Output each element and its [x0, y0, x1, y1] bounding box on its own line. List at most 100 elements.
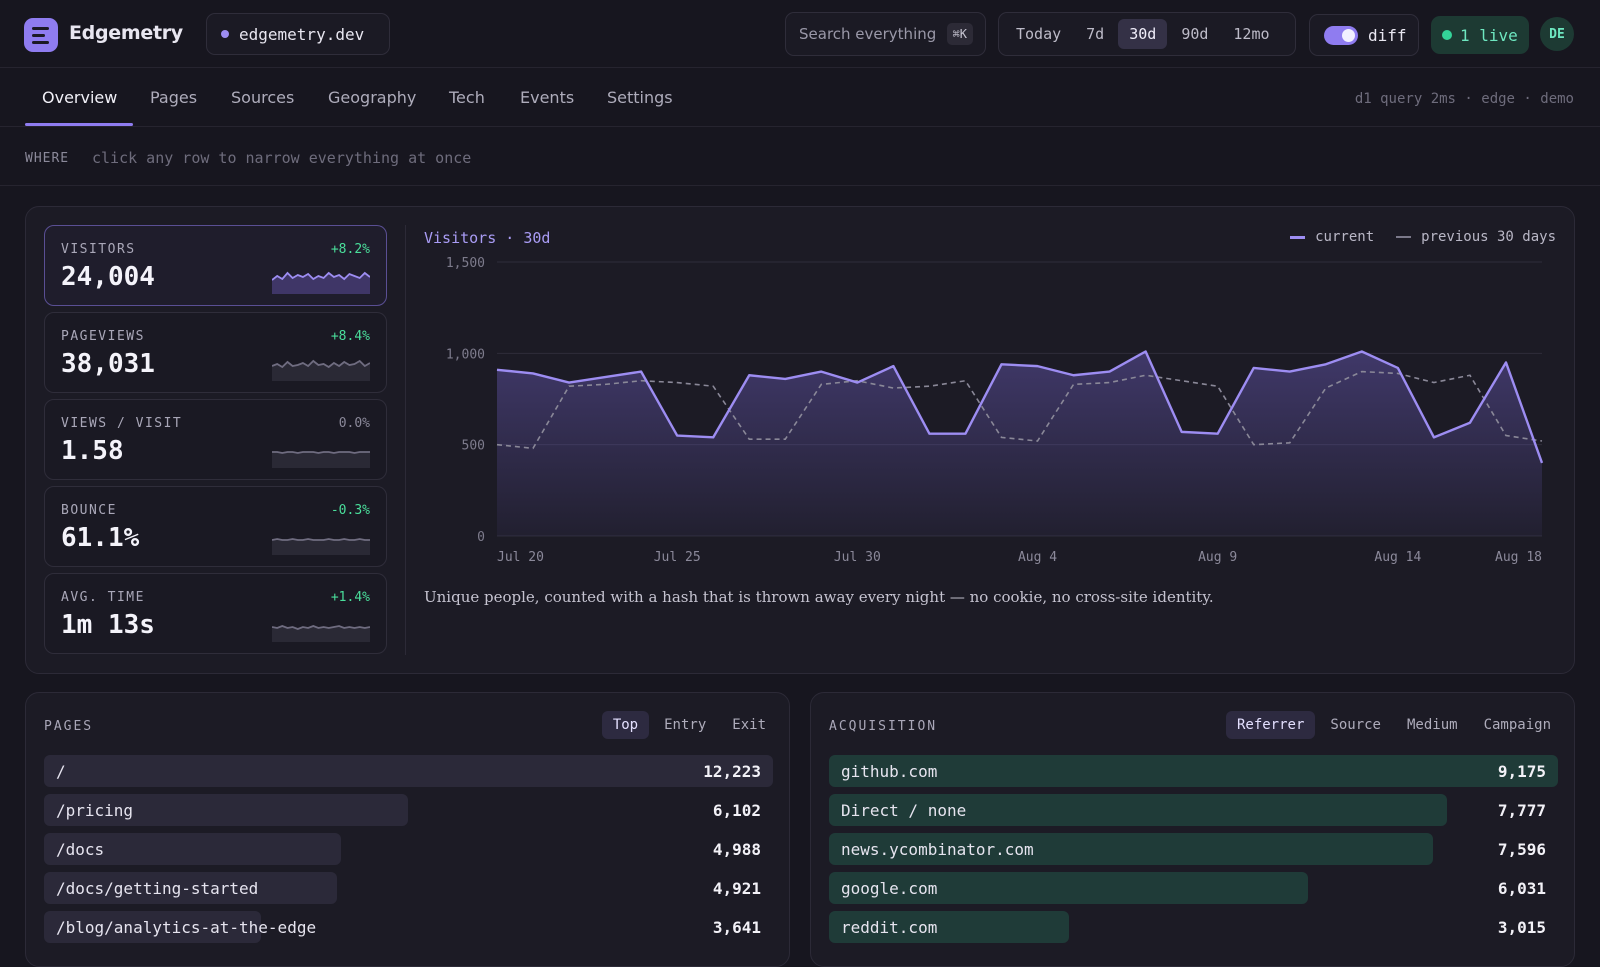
- chart-caption: Unique people, counted with a hash that …: [424, 588, 1214, 606]
- where-label: WHERE: [25, 151, 70, 166]
- site-name: edgemetry.dev: [239, 24, 365, 44]
- x-tick-label: Jul 20: [497, 550, 544, 565]
- range-12mo[interactable]: 12mo: [1233, 25, 1270, 43]
- kpi-sparkline: [272, 359, 370, 381]
- avatar[interactable]: DE: [1540, 17, 1574, 51]
- value-bar: [44, 794, 408, 826]
- diff-toggle[interactable]: diff: [1309, 14, 1419, 56]
- range-today[interactable]: Today: [1016, 25, 1062, 43]
- panel-title: PAGES: [44, 719, 94, 734]
- filter-bar: WHERE click any row to narrow everything…: [0, 127, 1600, 186]
- tab-source[interactable]: Source: [1330, 717, 1381, 733]
- pages-panel: PAGES Top Entry Exit / 12,223/pricing 6,10…: [25, 692, 790, 967]
- tab-pages[interactable]: Pages: [150, 88, 198, 107]
- list-item[interactable]: github.com 9,175: [829, 755, 1558, 787]
- tab-events[interactable]: Events: [520, 88, 575, 107]
- kpi-avg-time[interactable]: AVG. TIME 1m 13s +1.4%: [44, 573, 387, 654]
- kpi-label: BOUNCE: [61, 503, 117, 518]
- kpi-pageviews[interactable]: PAGEVIEWS 38,031 +8.4%: [44, 312, 387, 393]
- y-tick-label: 1,500: [446, 256, 485, 271]
- list-item[interactable]: /docs 4,988: [44, 833, 773, 865]
- row-value: 4,921: [712, 879, 761, 898]
- kpi-sparkline: [272, 538, 370, 555]
- sparkline-area: [272, 452, 370, 468]
- search-box[interactable]: Search everything ⌘K: [785, 12, 986, 56]
- value-bar: [44, 755, 773, 787]
- list-item[interactable]: / 12,223: [44, 755, 773, 787]
- sparkline-line: [272, 359, 370, 369]
- kpi-visitors[interactable]: VISITORS 24,004 +8.2%: [44, 225, 387, 306]
- tab-sources[interactable]: Sources: [231, 88, 295, 107]
- series-line-previous: [496, 370, 1543, 450]
- tab-campaign[interactable]: Campaign: [1483, 717, 1551, 733]
- list-item[interactable]: Direct / none 7,777: [829, 794, 1558, 826]
- x-tick-label: Aug 18: [1495, 550, 1542, 565]
- row-value: 3,641: [712, 918, 761, 937]
- kpi-value: 24,004: [61, 262, 155, 292]
- value-bar: [44, 833, 342, 865]
- kpi-delta: +8.4%: [330, 329, 370, 344]
- date-range-selector: Today 7d 30d 90d 12mo: [998, 12, 1296, 56]
- tab-referrer[interactable]: Referrer: [1225, 711, 1316, 739]
- series-line-current: [496, 350, 1544, 464]
- x-tick-label: Aug 4: [1018, 550, 1057, 565]
- kpi-sparkline: [272, 451, 370, 468]
- logo-icon[interactable]: [24, 18, 58, 52]
- row-label: /blog/analytics-at-the-edge: [56, 918, 317, 937]
- tab-top[interactable]: Top: [601, 711, 650, 739]
- kpi-delta: +8.2%: [330, 242, 370, 257]
- row-label: /docs: [56, 840, 105, 859]
- tab-overview[interactable]: Overview: [42, 88, 118, 107]
- kpi-value: 1m 13s: [61, 610, 155, 640]
- tab-settings[interactable]: Settings: [607, 88, 673, 107]
- row-label: Direct / none: [841, 801, 967, 820]
- visitors-chart[interactable]: 0 500 1,000 1,500 Jul 20 Jul 25 Jul 30 Aug 4 Aug…: [406, 251, 1556, 571]
- active-tab-indicator: [25, 123, 133, 126]
- row-value: 6,102: [712, 801, 761, 820]
- kpi-bounce[interactable]: BOUNCE 61.1% -0.3%: [44, 486, 387, 567]
- list-item[interactable]: /docs/getting-started 4,921: [44, 872, 773, 904]
- list-item[interactable]: reddit.com 3,015: [829, 911, 1558, 943]
- row-value: 4,988: [712, 840, 761, 859]
- range-90d[interactable]: 90d: [1181, 25, 1209, 43]
- kpi-delta: +1.4%: [330, 590, 370, 605]
- sparkline-area: [272, 626, 370, 642]
- legend-previous[interactable]: previous 30 days: [1396, 229, 1556, 245]
- kpi-delta: 0.0%: [338, 416, 370, 431]
- kpi-label: AVG. TIME: [61, 590, 145, 605]
- list-item[interactable]: /pricing 6,102: [44, 794, 773, 826]
- x-tick-label: Jul 30: [834, 550, 881, 565]
- legend-current[interactable]: current: [1290, 229, 1374, 245]
- tab-tech[interactable]: Tech: [449, 88, 485, 107]
- list-item[interactable]: google.com 6,031: [829, 872, 1558, 904]
- divider: [405, 225, 406, 655]
- x-tick-label: Jul 25: [654, 550, 701, 565]
- kpi-label: PAGEVIEWS: [61, 329, 145, 344]
- kpi-views-per-visit[interactable]: VIEWS / VISIT 1.58 0.0%: [44, 399, 387, 480]
- sparkline-area: [272, 539, 370, 555]
- legend-label: current: [1315, 229, 1375, 245]
- panel-title: ACQUISITION: [829, 719, 938, 734]
- kpi-delta: -0.3%: [330, 503, 370, 518]
- range-30d[interactable]: 30d: [1118, 19, 1168, 49]
- pages-tabs: Top Entry Exit: [601, 711, 777, 739]
- live-badge[interactable]: 1 live: [1431, 16, 1529, 54]
- tab-entry[interactable]: Entry: [664, 717, 707, 733]
- value-bar: [44, 911, 262, 943]
- value-bar: [829, 755, 1558, 787]
- range-7d[interactable]: 7d: [1086, 25, 1105, 43]
- list-item[interactable]: news.ycombinator.com 7,596: [829, 833, 1558, 865]
- site-selector[interactable]: edgemetry.dev: [206, 13, 390, 55]
- diff-label: diff: [1368, 25, 1407, 45]
- top-bar: Edgemetry edgemetry.dev Search everythin…: [0, 0, 1600, 68]
- row-value: 12,223: [703, 762, 761, 781]
- y-tick-label: 500: [462, 439, 485, 454]
- toggle-switch[interactable]: [1324, 25, 1358, 45]
- list-item[interactable]: /blog/analytics-at-the-edge 3,641: [44, 911, 773, 943]
- tab-geography[interactable]: Geography: [328, 88, 417, 107]
- row-value: 7,777: [1497, 801, 1546, 820]
- tab-medium[interactable]: Medium: [1406, 717, 1458, 733]
- row-label: /: [56, 762, 66, 781]
- kpi-value: 61.1%: [61, 523, 140, 553]
- tab-exit[interactable]: Exit: [732, 717, 766, 733]
